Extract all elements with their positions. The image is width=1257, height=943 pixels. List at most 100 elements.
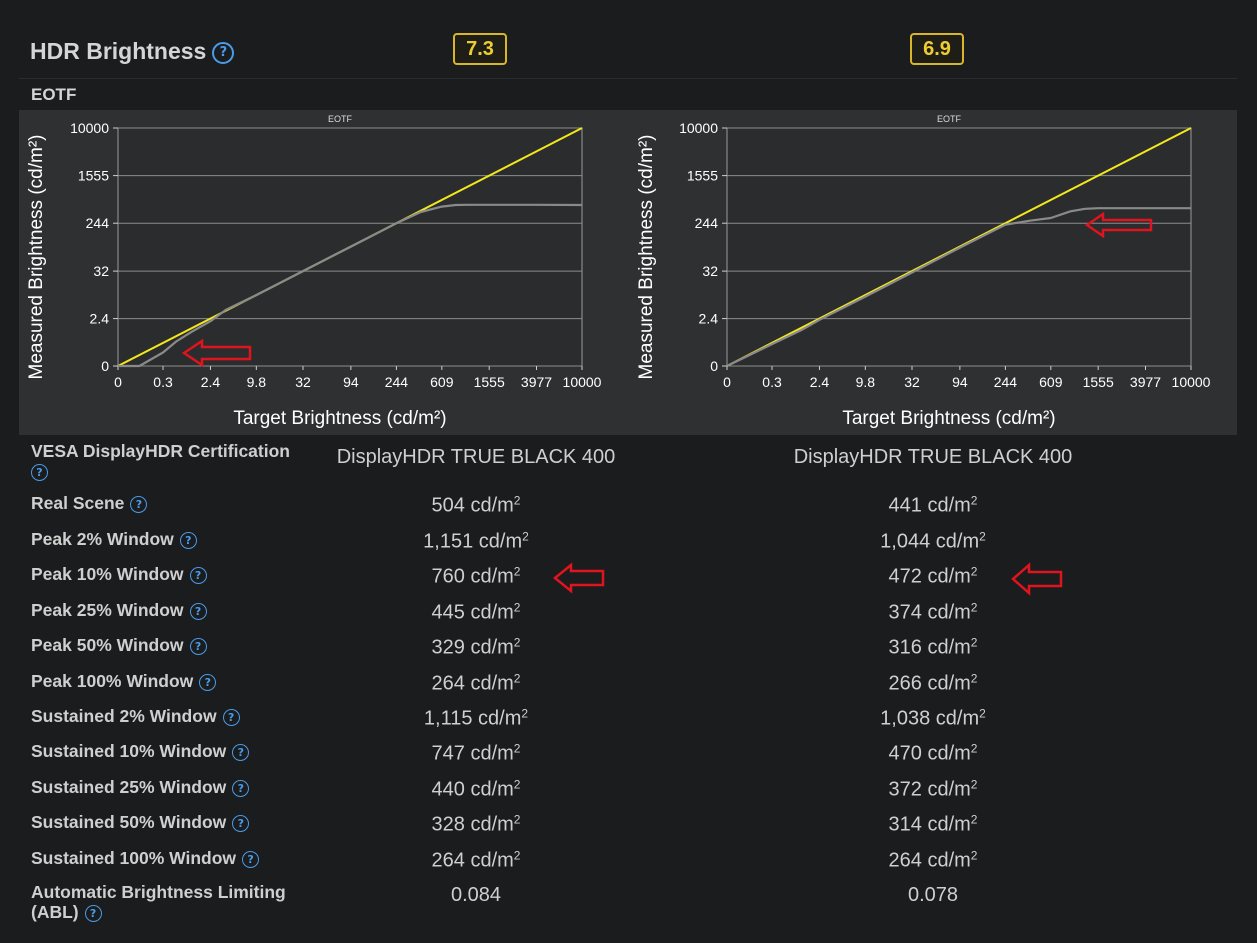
- value-text: 440 cd/m: [431, 778, 514, 801]
- y-tick-label: 244: [86, 215, 110, 231]
- value-left: 1,115 cd/m2: [326, 706, 626, 731]
- help-icon[interactable]: ?: [212, 41, 235, 64]
- help-icon[interactable]: ?: [31, 463, 48, 481]
- unit-exponent: 2: [970, 600, 978, 614]
- unit-exponent: 2: [513, 848, 521, 862]
- row-label-text: Sustained 25% Window: [31, 777, 227, 797]
- x-tick-label: 2.4: [201, 374, 221, 390]
- measured-eotf-line: [118, 203, 583, 368]
- x-tick-label: 609: [430, 374, 454, 390]
- row-label-text: Sustained 10% Window: [31, 741, 227, 761]
- help-icon[interactable]: ?: [189, 602, 207, 620]
- value-left: 328 cd/m2: [326, 812, 626, 837]
- value-text: 314 cd/m: [888, 813, 971, 836]
- value-left: 747 cd/m2: [326, 741, 626, 766]
- value-text: 328 cd/m: [431, 813, 514, 836]
- unit-exponent: 2: [970, 671, 978, 685]
- value-left: DisplayHDR TRUE BLACK 400: [336, 446, 616, 468]
- help-icon[interactable]: ?: [130, 495, 148, 513]
- value-left: 760 cd/m2: [326, 564, 626, 589]
- value-right: DisplayHDR TRUE BLACK 400: [793, 446, 1073, 468]
- help-icon[interactable]: ?: [179, 531, 197, 549]
- x-tick-label: 10000: [1172, 374, 1211, 390]
- row-label: VESA DisplayHDR Certification?: [31, 441, 321, 481]
- y-tick-label: 0: [710, 358, 718, 374]
- y-tick-label: 32: [702, 263, 718, 279]
- help-icon[interactable]: ?: [232, 743, 250, 761]
- value-text: 372 cd/m: [888, 778, 971, 801]
- value-right: 372 cd/m2: [783, 777, 1083, 802]
- unit-exponent: 2: [513, 777, 521, 791]
- value-left: 504 cd/m2: [326, 493, 626, 518]
- unit-exponent: 2: [513, 812, 521, 826]
- y-tick-label: 0: [101, 358, 109, 374]
- y-tick-label: 244: [695, 215, 719, 231]
- help-icon[interactable]: ?: [84, 904, 102, 922]
- unit-exponent: 2: [970, 812, 978, 826]
- x-tick-label: 244: [385, 374, 409, 390]
- value-right: 264 cd/m2: [783, 848, 1083, 873]
- value-left: 445 cd/m2: [326, 600, 626, 625]
- section-title: HDR Brightness?: [30, 38, 235, 65]
- y-tick-label: 10000: [70, 120, 109, 136]
- eotf-chart-left-svg: 0 2.4 32 244 1555 10000 0 0.3 2.4 9.8 32 94 244 609 15…: [26, 114, 602, 429]
- value-text: 374 cd/m: [888, 601, 971, 624]
- unit-exponent: 2: [970, 493, 978, 507]
- unit-exponent: 2: [970, 777, 978, 791]
- row-label: Sustained 25% Window?: [31, 777, 321, 797]
- score-badge-right: 6.9: [910, 33, 964, 65]
- value-text: 1,044 cd/m: [880, 530, 980, 553]
- unit-exponent: 2: [979, 706, 986, 720]
- row-label-text: Real Scene: [31, 493, 125, 513]
- value-text: 264 cd/m: [431, 849, 514, 872]
- row-label: Real Scene?: [31, 493, 321, 513]
- row-label: Peak 10% Window?: [31, 564, 321, 584]
- help-icon[interactable]: ?: [232, 779, 250, 797]
- value-right: 1,044 cd/m2: [783, 529, 1083, 554]
- x-tick-label: 32: [295, 374, 311, 390]
- y-tick-label: 2.4: [90, 311, 110, 327]
- value-text: 1,038 cd/m: [880, 707, 980, 730]
- help-icon[interactable]: ?: [199, 673, 217, 691]
- row-label-text: Sustained 2% Window: [31, 706, 217, 726]
- unit-exponent: 2: [522, 529, 529, 543]
- unit-exponent: 2: [970, 635, 978, 649]
- x-tick-label: 1555: [474, 374, 505, 390]
- value-left: 0.084: [450, 884, 502, 906]
- help-icon[interactable]: ?: [242, 850, 260, 868]
- unit-exponent: 2: [970, 848, 978, 862]
- row-label-text: Peak 10% Window: [31, 564, 184, 584]
- chart-title: EOTF: [937, 114, 962, 124]
- row-label-text: Peak 25% Window: [31, 600, 184, 620]
- eotf-chart-left: 0 2.4 32 244 1555 10000 0 0.3 2.4 9.8 32 94 244 609 15…: [19, 110, 629, 435]
- value-text: 445 cd/m: [431, 601, 514, 624]
- value-text: 760 cd/m: [431, 565, 514, 588]
- x-tick-label: 0: [723, 374, 731, 390]
- help-icon[interactable]: ?: [232, 814, 250, 832]
- row-label: Sustained 2% Window?: [31, 706, 321, 726]
- x-tick-label: 2.4: [810, 374, 830, 390]
- row-label: Automatic Brightness Limiting (ABL)?: [31, 882, 321, 922]
- measured-eotf-line: [726, 207, 1191, 367]
- section-title-text: HDR Brightness: [30, 38, 207, 64]
- value-left: 1,151 cd/m2: [326, 529, 626, 554]
- row-label-text: Peak 2% Window: [31, 529, 174, 549]
- x-tick-label: 94: [343, 374, 359, 390]
- y-tick-label: 32: [93, 263, 109, 279]
- annotation-arrow-chart-left: [182, 338, 252, 368]
- y-tick-label: 10000: [679, 120, 718, 136]
- y-axis-label: Measured Brightness (cd/m²): [636, 135, 657, 380]
- help-icon[interactable]: ?: [222, 708, 240, 726]
- value-right: 266 cd/m2: [783, 671, 1083, 696]
- value-text: 1,115 cd/m: [423, 707, 522, 730]
- unit-exponent: 2: [970, 741, 978, 755]
- unit-exponent: 2: [513, 600, 521, 614]
- annotation-arrow-peak10-left: [553, 562, 605, 594]
- x-tick-label: 10000: [563, 374, 602, 390]
- unit-exponent: 2: [979, 529, 986, 543]
- x-tick-label: 9.8: [856, 374, 876, 390]
- value-text: 316 cd/m: [888, 636, 971, 659]
- help-icon[interactable]: ?: [189, 566, 207, 584]
- help-icon[interactable]: ?: [189, 637, 207, 655]
- unit-exponent: 2: [513, 564, 521, 578]
